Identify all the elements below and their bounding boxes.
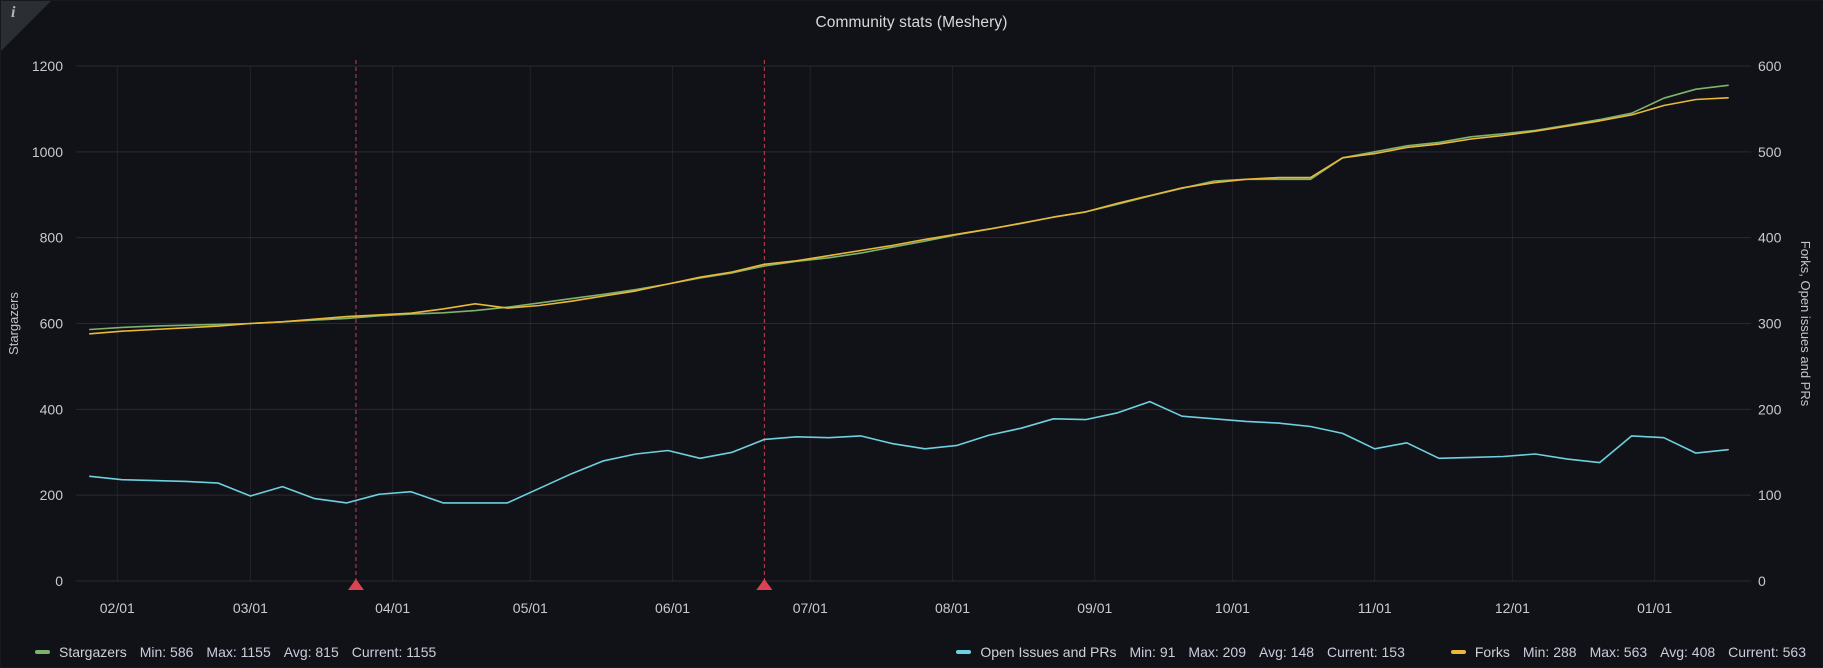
series-line-open-issues-and-prs[interactable] [89, 400, 1729, 504]
svg-text:02/01: 02/01 [100, 600, 135, 616]
annotation-marker[interactable] [347, 579, 364, 590]
panel-title[interactable]: Community stats (Meshery) [815, 14, 1008, 31]
legend-swatch[interactable] [1450, 650, 1466, 654]
legend-stat-current: Current: 1155 [351, 644, 437, 660]
legend-stat-current: Current: 563 [1728, 644, 1806, 660]
legend-item-forks[interactable]: Forks Min: 288 Max: 563 Avg: 408 Current: 56… [1450, 644, 1806, 660]
legend-item-stargazers[interactable]: Stargazers Min: 586 Max: 1155 Avg: 815 Curre… [35, 644, 436, 660]
legend-stat-max: Max: 1155 [206, 644, 271, 660]
legend-swatch[interactable] [956, 650, 972, 654]
info-icon[interactable]: i [11, 4, 16, 21]
svg-text:800: 800 [40, 230, 64, 246]
y-axis-left-ticks: 0 200 400 600 800 1000 1200 [32, 58, 63, 589]
svg-text:04/01: 04/01 [375, 600, 410, 616]
legend: Stargazers Min: 586 Max: 1155 Avg: 815 Curre… [1, 644, 1822, 660]
legend-stat-min: Min: 91 [1129, 644, 1176, 660]
legend-stat-min: Min: 288 [1522, 644, 1577, 660]
svg-text:500: 500 [1758, 144, 1782, 160]
series-line-forks[interactable] [89, 97, 1729, 335]
svg-text:200: 200 [1758, 401, 1782, 417]
legend-swatch[interactable] [35, 650, 50, 654]
svg-text:11/01: 11/01 [1358, 600, 1392, 616]
annotation-marker[interactable] [756, 579, 773, 590]
svg-text:09/01: 09/01 [1077, 600, 1112, 616]
legend-stat-max: Max: 563 [1589, 644, 1648, 660]
x-axis-ticks: 02/01 03/01 04/01 05/01 06/01 07/01 08/01 09/01… [100, 600, 1673, 616]
svg-text:0: 0 [55, 573, 63, 589]
svg-text:03/01: 03/01 [233, 600, 268, 616]
legend-series-name[interactable]: Forks [1474, 644, 1510, 660]
y-axis-right-ticks: 0 100 200 300 400 500 600 [1758, 58, 1782, 589]
legend-item-open-issues-and-prs[interactable]: Open Issues and PRs Min: 91 Max: 209 Avg: 1… [956, 644, 1405, 660]
svg-text:300: 300 [1758, 316, 1782, 332]
svg-text:100: 100 [1758, 487, 1782, 503]
legend-stat-avg: Avg: 815 [283, 644, 339, 660]
svg-text:1000: 1000 [32, 144, 63, 160]
legend-stat-min: Min: 586 [139, 644, 194, 660]
legend-stat-max: Max: 209 [1188, 644, 1247, 660]
svg-text:06/01: 06/01 [655, 600, 690, 616]
legend-series-name[interactable]: Stargazers [59, 644, 127, 660]
panel-info-corner[interactable] [1, 1, 51, 51]
svg-text:600: 600 [1758, 58, 1782, 74]
svg-text:08/01: 08/01 [935, 600, 970, 616]
svg-text:400: 400 [1758, 230, 1782, 246]
svg-text:01/01: 01/01 [1637, 600, 1672, 616]
svg-text:600: 600 [40, 316, 64, 332]
svg-text:400: 400 [40, 401, 64, 417]
svg-text:10/01: 10/01 [1215, 600, 1250, 616]
legend-series-name[interactable]: Open Issues and PRs [980, 644, 1117, 660]
svg-text:12/01: 12/01 [1495, 600, 1530, 616]
svg-text:05/01: 05/01 [513, 600, 548, 616]
grid [76, 65, 1751, 582]
y-axis-left-title: Stargazers [6, 292, 21, 355]
legend-stat-avg: Avg: 148 [1259, 644, 1315, 660]
series-line-stargazers[interactable] [89, 84, 1729, 331]
svg-text:1200: 1200 [32, 58, 63, 74]
y-axis-right-title: Forks, Open issues and PRs [1798, 241, 1813, 407]
svg-text:200: 200 [40, 487, 64, 503]
legend-stat-current: Current: 153 [1327, 644, 1405, 660]
svg-text:0: 0 [1758, 573, 1766, 589]
svg-text:07/01: 07/01 [793, 600, 828, 616]
legend-stat-avg: Avg: 408 [1660, 644, 1716, 660]
